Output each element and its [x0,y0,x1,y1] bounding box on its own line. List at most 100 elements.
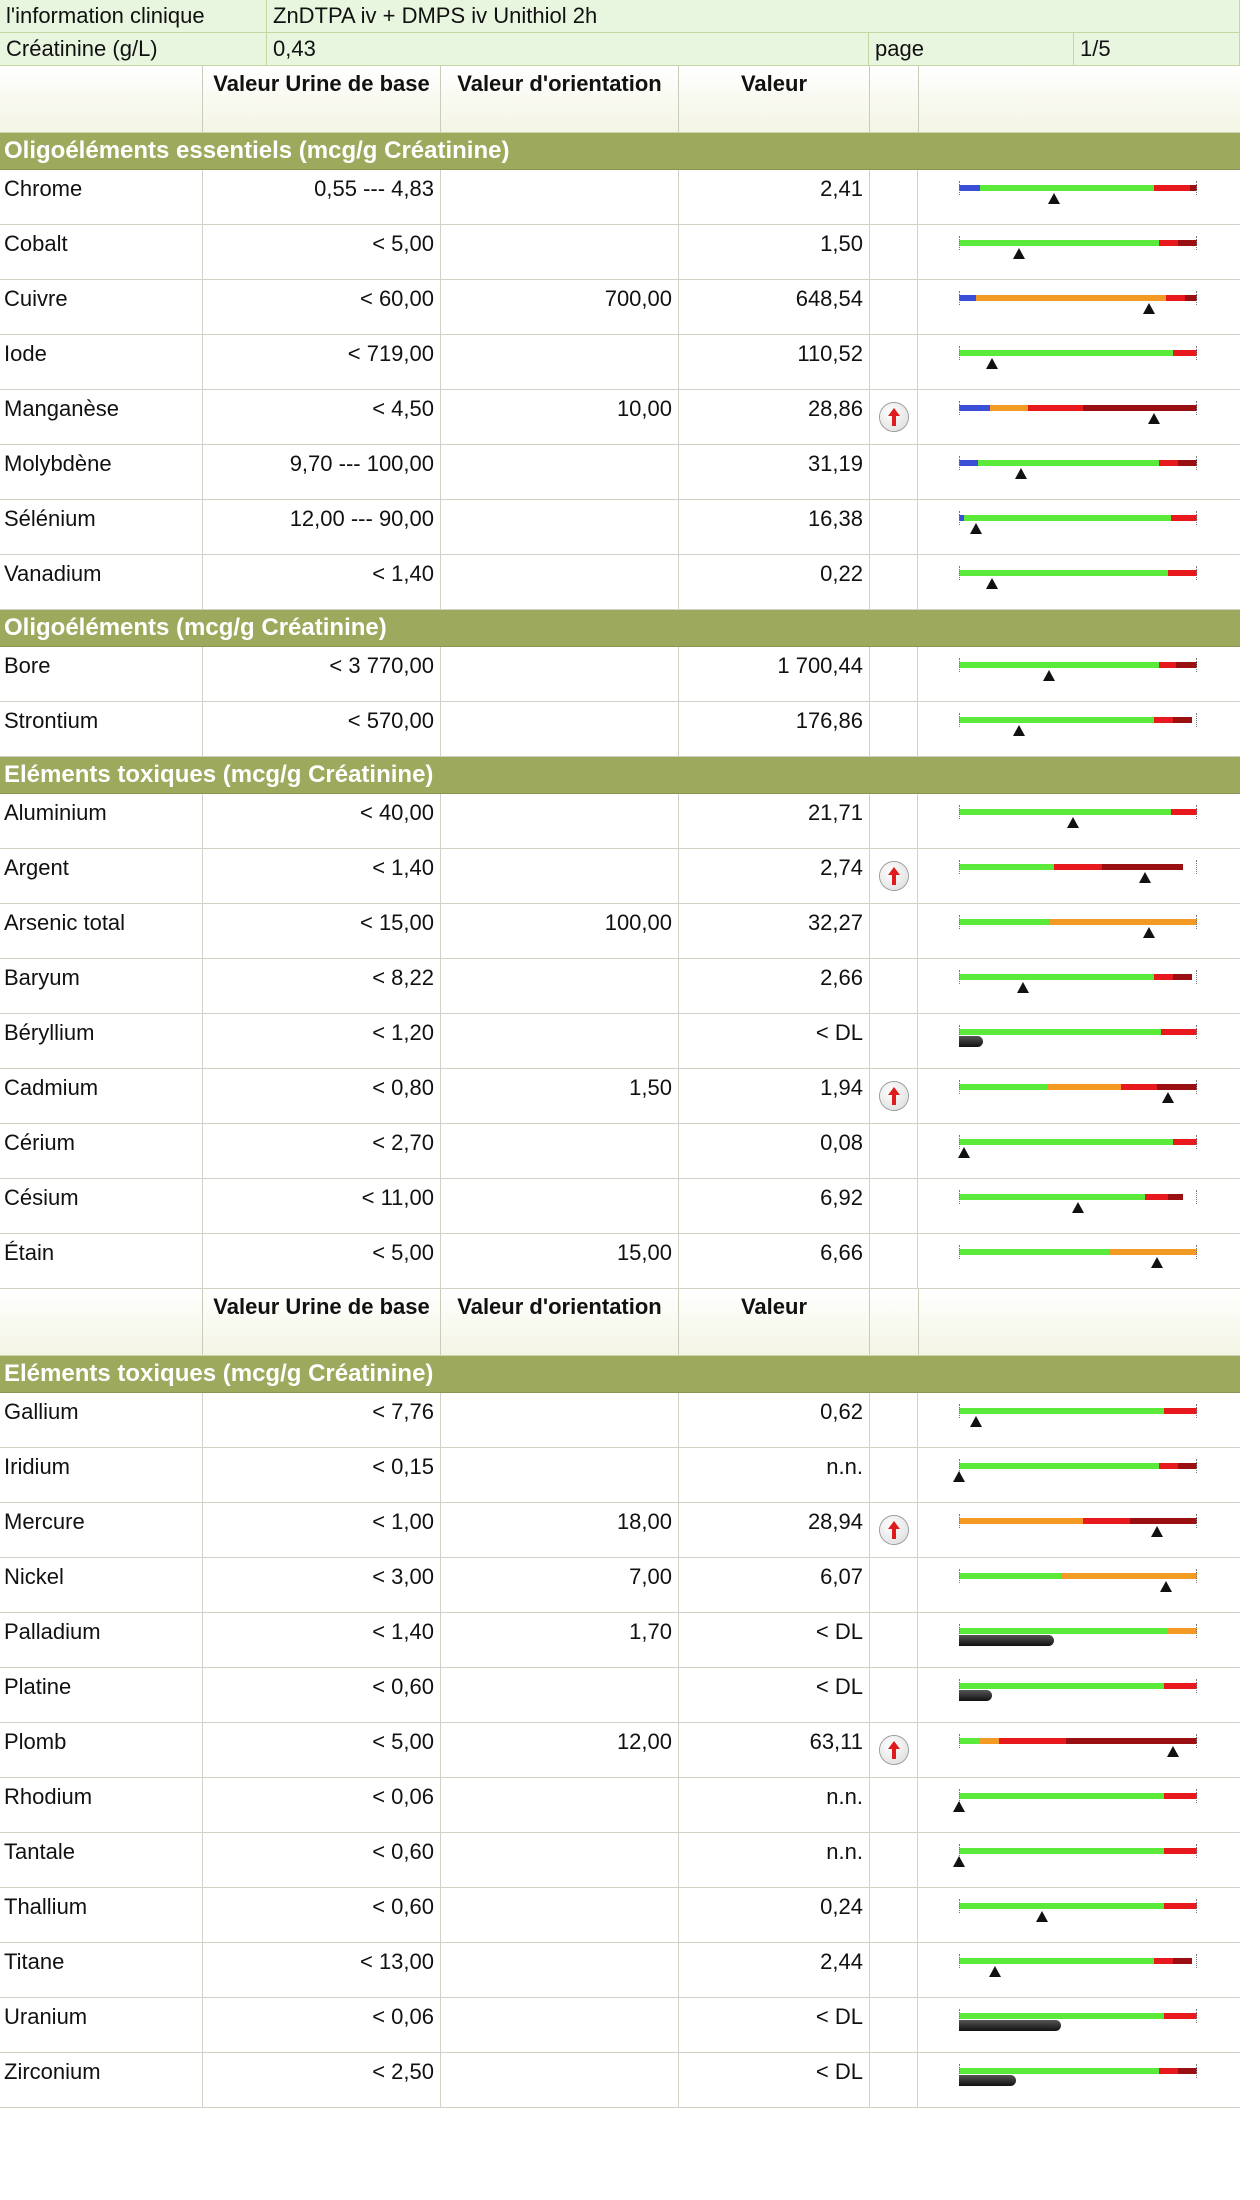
gauge-segment-red [1158,2068,1178,2074]
element-name: Mercure [0,1503,203,1557]
flag-cell [870,904,918,958]
measured-value: 2,44 [679,1943,870,1997]
gauge-tick-start [959,713,961,727]
gauge-bar [959,291,1197,314]
element-name: Cadmium [0,1069,203,1123]
gauge-segment-darkred [1189,185,1197,191]
gauge-segment-green [959,1463,1159,1469]
measured-value: 1 700,44 [679,647,870,701]
table-row: Étain < 5,00 15,00 6,66 [0,1234,1240,1289]
table-row: Palladium < 1,40 1,70 < DL [0,1613,1240,1668]
gauge-segment-red [1154,185,1190,191]
range-gauge [918,1778,1240,1832]
table-row: Titane < 13,00 2,44 [0,1943,1240,1998]
flag-cell [870,555,918,609]
reference-value: < 570,00 [203,702,441,756]
gauge-tick-end [1196,1514,1198,1528]
triangle-marker-icon [1143,303,1156,314]
table-row: Molybdène 9,70 --- 100,00 31,19 [0,445,1240,500]
gauge-segment-blue [959,185,981,191]
range-gauge [918,1448,1240,1502]
table-row: Aluminium < 40,00 21,71 [0,794,1240,849]
gauge-tick-start [959,1569,961,1583]
measured-value: 648,54 [679,280,870,334]
gauge-segment-orange [1047,1084,1121,1090]
gauge-segment-red [1173,1139,1197,1145]
triangle-marker-icon [1067,817,1080,828]
clinical-info-label: l'information clinique [0,0,267,32]
gauge-segment-orange [1108,1249,1197,1255]
gauge-tick-end [1196,805,1198,819]
table-row: Vanadium < 1,40 0,22 [0,555,1240,610]
orientation-value: 7,00 [441,1558,679,1612]
orientation-value: 12,00 [441,1723,679,1777]
gauge-segment-orange [980,1738,1000,1744]
element-name: Sélénium [0,500,203,554]
range-gauge [918,1998,1240,2052]
triangle-marker-icon [1143,927,1156,938]
red-up-arrow-icon [880,403,908,431]
gauge-tick-end [1196,1679,1198,1693]
orientation-value [441,1833,679,1887]
gauge-tick-end [1196,181,1198,195]
measured-value: 32,27 [679,904,870,958]
gauge-segment-blue [959,460,979,466]
gauge-tick-end [1196,915,1198,929]
measured-value: 28,86 [679,390,870,444]
gauge-tick-end [1196,1734,1198,1748]
orientation-value [441,1179,679,1233]
orientation-value: 10,00 [441,390,679,444]
triangle-marker-icon [986,578,999,589]
range-gauge [918,1833,1240,1887]
gauge-tick-end [1196,236,1198,250]
reference-value: < 1,00 [203,1503,441,1557]
triangle-marker-icon [986,358,999,369]
gauge-segment-red [999,1738,1067,1744]
range-gauge [918,1014,1240,1068]
flag-cell [870,1998,918,2052]
gauge-segment-green [959,1793,1164,1799]
gauge-segment-green [959,1738,981,1744]
gauge-bar [959,456,1197,479]
gauge-segment-green [959,662,1159,668]
element-name: Argent [0,849,203,903]
orientation-value [441,225,679,279]
gauge-segment-orange [1168,1628,1197,1634]
measured-value: n.n. [679,1448,870,1502]
gauge-segment-red [1173,350,1197,356]
reference-value: < 1,40 [203,1613,441,1667]
gauge-tick-end [1196,1624,1198,1638]
element-name: Cuivre [0,280,203,334]
gauge-bar [959,1190,1197,1213]
column-header-row: Valeur Urine de base Valeur d'orientatio… [0,1289,1240,1356]
reference-value: 12,00 --- 90,00 [203,500,441,554]
flag-cell [870,647,918,701]
table-row: Rhodium < 0,06 n.n. [0,1778,1240,1833]
gauge-segment-darkred [1101,864,1183,870]
gauge-segment-green [959,2068,1159,2074]
element-name: Rhodium [0,1778,203,1832]
gauge-bar [959,1679,1197,1693]
table-row: Cérium < 2,70 0,08 [0,1124,1240,1179]
reference-value: < 11,00 [203,1179,441,1233]
element-name: Manganèse [0,390,203,444]
gauge-tick-end [1196,511,1198,525]
gauge-tick-end [1196,1899,1198,1913]
below-detection-bar [959,1690,993,1701]
gauge-tick-start [959,1899,961,1913]
table-row: Mercure < 1,00 18,00 28,94 [0,1503,1240,1558]
element-name: Palladium [0,1613,203,1667]
element-name: Iode [0,335,203,389]
gauge-bar [959,1025,1197,1039]
gauge-segment-red [1158,240,1178,246]
flag-cell [870,1833,918,1887]
measured-value: 6,66 [679,1234,870,1288]
reference-value: < 1,20 [203,1014,441,1068]
gauge-tick-end [1196,1025,1198,1039]
page-number: 1/5 [1074,33,1240,65]
gauge-tick-end [1196,2009,1198,2023]
element-name: Césium [0,1179,203,1233]
range-gauge [918,849,1240,903]
gauge-tick-end [1196,1245,1198,1259]
gauge-tick-end [1196,1459,1198,1473]
